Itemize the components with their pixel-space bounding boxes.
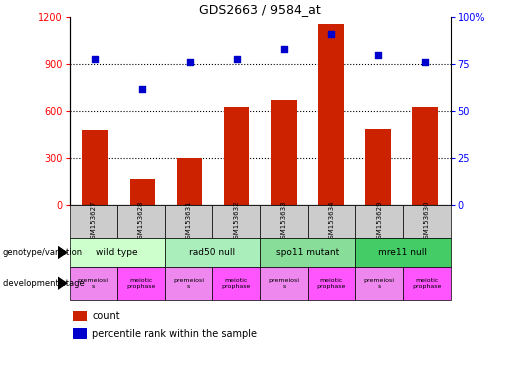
Bar bbox=[73, 311, 87, 321]
Text: mre11 null: mre11 null bbox=[379, 248, 427, 257]
Text: GSM153630: GSM153630 bbox=[424, 200, 430, 243]
Point bbox=[91, 56, 99, 62]
Text: meiotic
prophase: meiotic prophase bbox=[221, 278, 251, 289]
Title: GDS2663 / 9584_at: GDS2663 / 9584_at bbox=[199, 3, 321, 16]
Point bbox=[185, 60, 194, 66]
Polygon shape bbox=[58, 276, 68, 290]
Bar bbox=[403, 205, 451, 238]
Bar bbox=[165, 267, 212, 300]
Bar bbox=[177, 158, 202, 205]
Bar bbox=[318, 24, 344, 205]
Bar bbox=[129, 179, 156, 205]
Bar bbox=[82, 130, 108, 205]
Bar bbox=[165, 205, 212, 238]
Text: premeiosi
s: premeiosi s bbox=[268, 278, 299, 289]
Bar bbox=[271, 100, 297, 205]
Point bbox=[139, 86, 147, 92]
Bar bbox=[355, 238, 451, 267]
Point bbox=[327, 31, 335, 37]
Bar bbox=[224, 107, 249, 205]
Text: premeiosi
s: premeiosi s bbox=[78, 278, 109, 289]
Bar bbox=[70, 205, 117, 238]
Bar bbox=[260, 205, 308, 238]
Text: premeiosi
s: premeiosi s bbox=[364, 278, 394, 289]
Bar bbox=[73, 328, 87, 339]
Bar bbox=[213, 205, 260, 238]
Bar bbox=[213, 267, 260, 300]
Bar bbox=[70, 267, 117, 300]
Bar bbox=[355, 205, 403, 238]
Text: percentile rank within the sample: percentile rank within the sample bbox=[92, 329, 258, 339]
Polygon shape bbox=[58, 246, 68, 260]
Point bbox=[232, 56, 241, 62]
Bar bbox=[365, 129, 391, 205]
Text: genotype/variation: genotype/variation bbox=[3, 248, 83, 257]
Bar bbox=[165, 238, 260, 267]
Point bbox=[373, 52, 382, 58]
Text: count: count bbox=[92, 311, 120, 321]
Bar bbox=[307, 205, 355, 238]
Text: GSM153632: GSM153632 bbox=[233, 200, 239, 243]
Bar bbox=[70, 238, 165, 267]
Text: rad50 null: rad50 null bbox=[190, 248, 235, 257]
Text: GSM153628: GSM153628 bbox=[138, 200, 144, 243]
Bar bbox=[117, 267, 165, 300]
Text: development stage: development stage bbox=[3, 279, 84, 288]
Bar bbox=[355, 267, 403, 300]
Bar bbox=[117, 205, 165, 238]
Text: meiotic
prophase: meiotic prophase bbox=[126, 278, 156, 289]
Text: GSM153633: GSM153633 bbox=[281, 200, 287, 243]
Point bbox=[280, 46, 288, 52]
Text: wild type: wild type bbox=[96, 248, 138, 257]
Bar bbox=[260, 267, 308, 300]
Bar bbox=[307, 267, 355, 300]
Text: premeiosi
s: premeiosi s bbox=[173, 278, 204, 289]
Text: GSM153634: GSM153634 bbox=[329, 200, 335, 243]
Bar bbox=[403, 267, 451, 300]
Text: GSM153627: GSM153627 bbox=[90, 200, 96, 243]
Text: GSM153629: GSM153629 bbox=[376, 200, 382, 243]
Text: meiotic
prophase: meiotic prophase bbox=[412, 278, 441, 289]
Text: spo11 mutant: spo11 mutant bbox=[276, 248, 339, 257]
Point bbox=[421, 60, 429, 66]
Text: meiotic
prophase: meiotic prophase bbox=[317, 278, 346, 289]
Bar bbox=[260, 238, 355, 267]
Text: GSM153631: GSM153631 bbox=[185, 200, 192, 243]
Bar bbox=[412, 108, 438, 205]
